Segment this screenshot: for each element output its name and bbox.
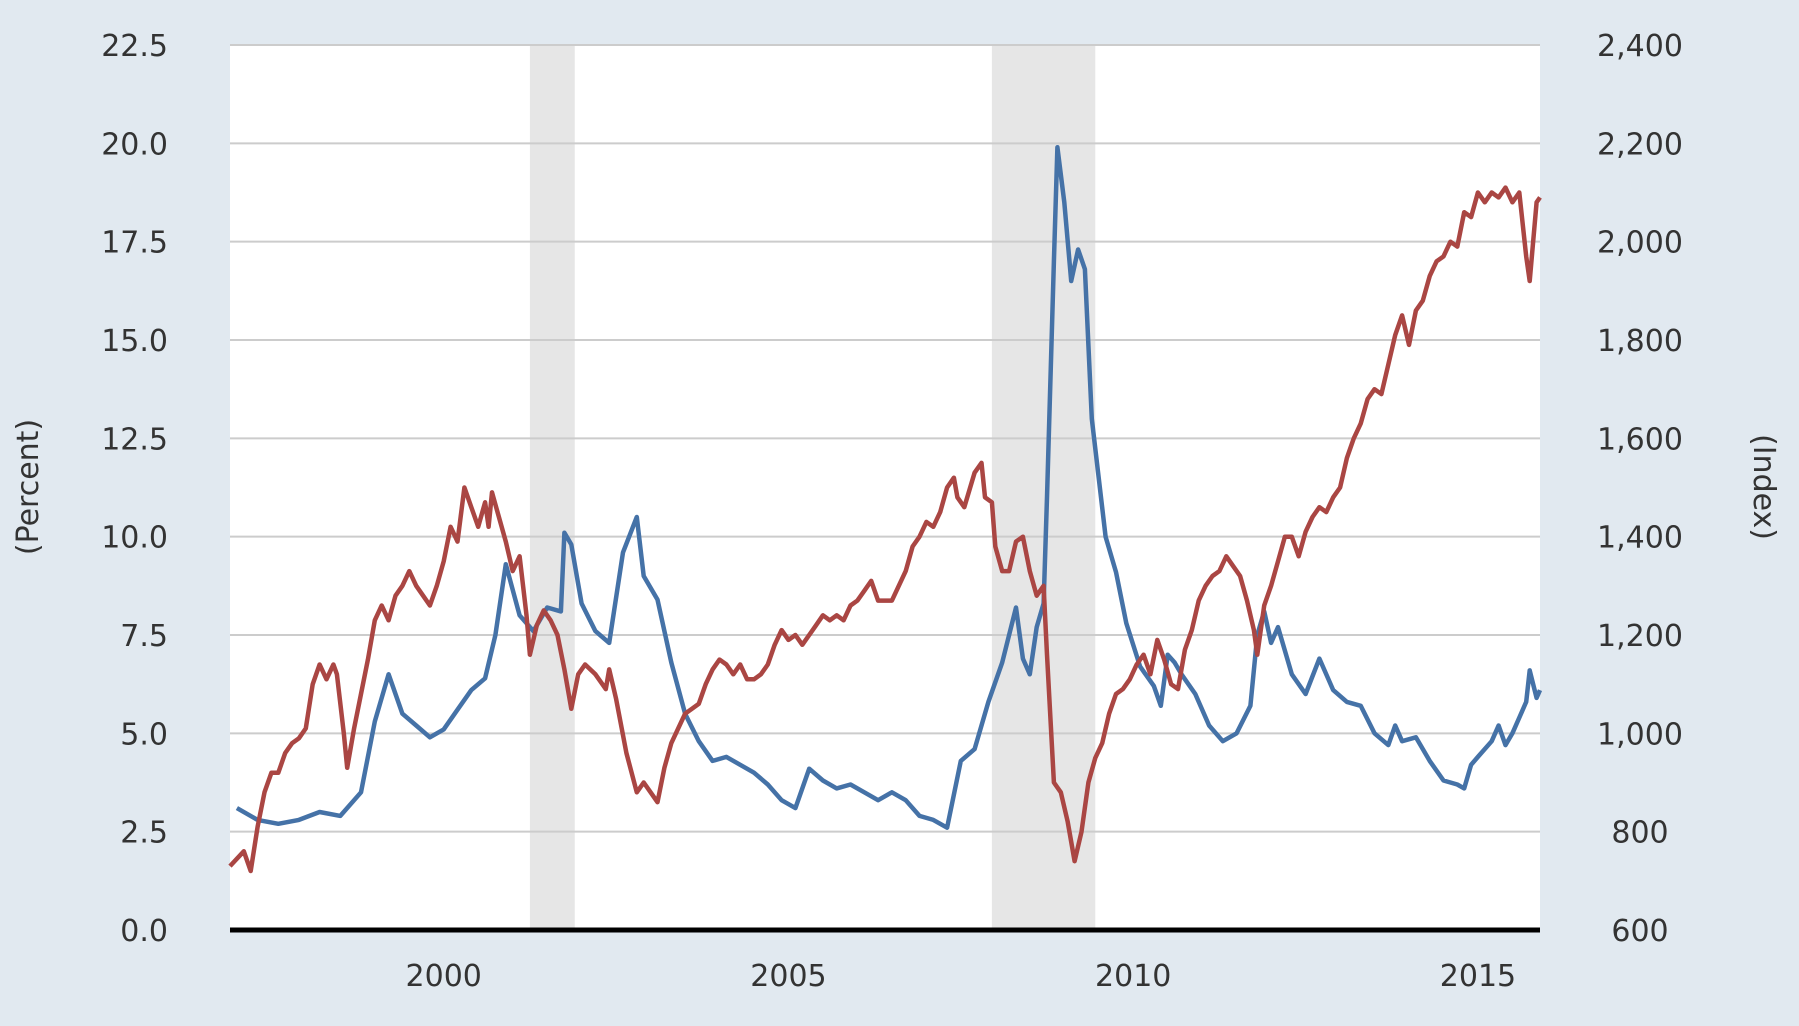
right-axis-title: (Index) bbox=[1746, 434, 1781, 540]
left-axis-title: (Percent) bbox=[11, 419, 46, 555]
left-tick-label: 12.5 bbox=[101, 422, 168, 457]
right-tick-label: 1,400 bbox=[1597, 521, 1683, 556]
right-tick-label: 2,000 bbox=[1597, 226, 1683, 261]
red-series-line bbox=[228, 185, 1542, 874]
right-tick-label: 1,800 bbox=[1597, 324, 1683, 359]
recession-band-0 bbox=[529, 45, 575, 930]
right-tick-label: 1,000 bbox=[1597, 717, 1683, 752]
left-tick-label: 0.0 bbox=[120, 914, 168, 949]
right-tick-label: 1,200 bbox=[1597, 619, 1683, 654]
x-tick-label: 2015 bbox=[1440, 959, 1516, 994]
right-tick-label: 2,200 bbox=[1597, 127, 1683, 162]
left-tick-label: 5.0 bbox=[120, 717, 168, 752]
left-tick-label: 7.5 bbox=[120, 619, 168, 654]
right-tick-label: 2,400 bbox=[1597, 29, 1683, 64]
gridlines bbox=[230, 44, 1540, 833]
left-tick-label: 2.5 bbox=[120, 816, 168, 851]
blue-series-line bbox=[235, 145, 1543, 830]
series-lines bbox=[228, 145, 1543, 874]
left-tick-label: 17.5 bbox=[101, 226, 168, 261]
left-tick-label: 10.0 bbox=[101, 521, 168, 556]
x-tick-label: 2000 bbox=[406, 959, 482, 994]
left-tick-label: 15.0 bbox=[101, 324, 168, 359]
plot-area bbox=[230, 45, 1540, 930]
right-tick-label: 1,600 bbox=[1597, 422, 1683, 457]
right-tick-label: 600 bbox=[1611, 914, 1668, 949]
recession-bands bbox=[529, 45, 1096, 930]
left-axis-ticks: 0.0 2.5 5.0 7.5 10.0 12.5 15.0 17.5 20.0 22.5 bbox=[101, 29, 168, 949]
left-tick-label: 20.0 bbox=[101, 127, 168, 162]
left-tick-label: 22.5 bbox=[101, 29, 168, 64]
right-axis-ticks: 600 800 1,000 1,200 1,400 1,600 1,800 2,000 2,20… bbox=[1597, 29, 1683, 949]
x-axis-ticks: 2000 2005 2010 2015 bbox=[406, 959, 1517, 994]
right-tick-label: 800 bbox=[1611, 816, 1668, 851]
x-tick-label: 2010 bbox=[1095, 959, 1171, 994]
x-tick-label: 2005 bbox=[750, 959, 826, 994]
recession-band-1 bbox=[991, 45, 1096, 930]
